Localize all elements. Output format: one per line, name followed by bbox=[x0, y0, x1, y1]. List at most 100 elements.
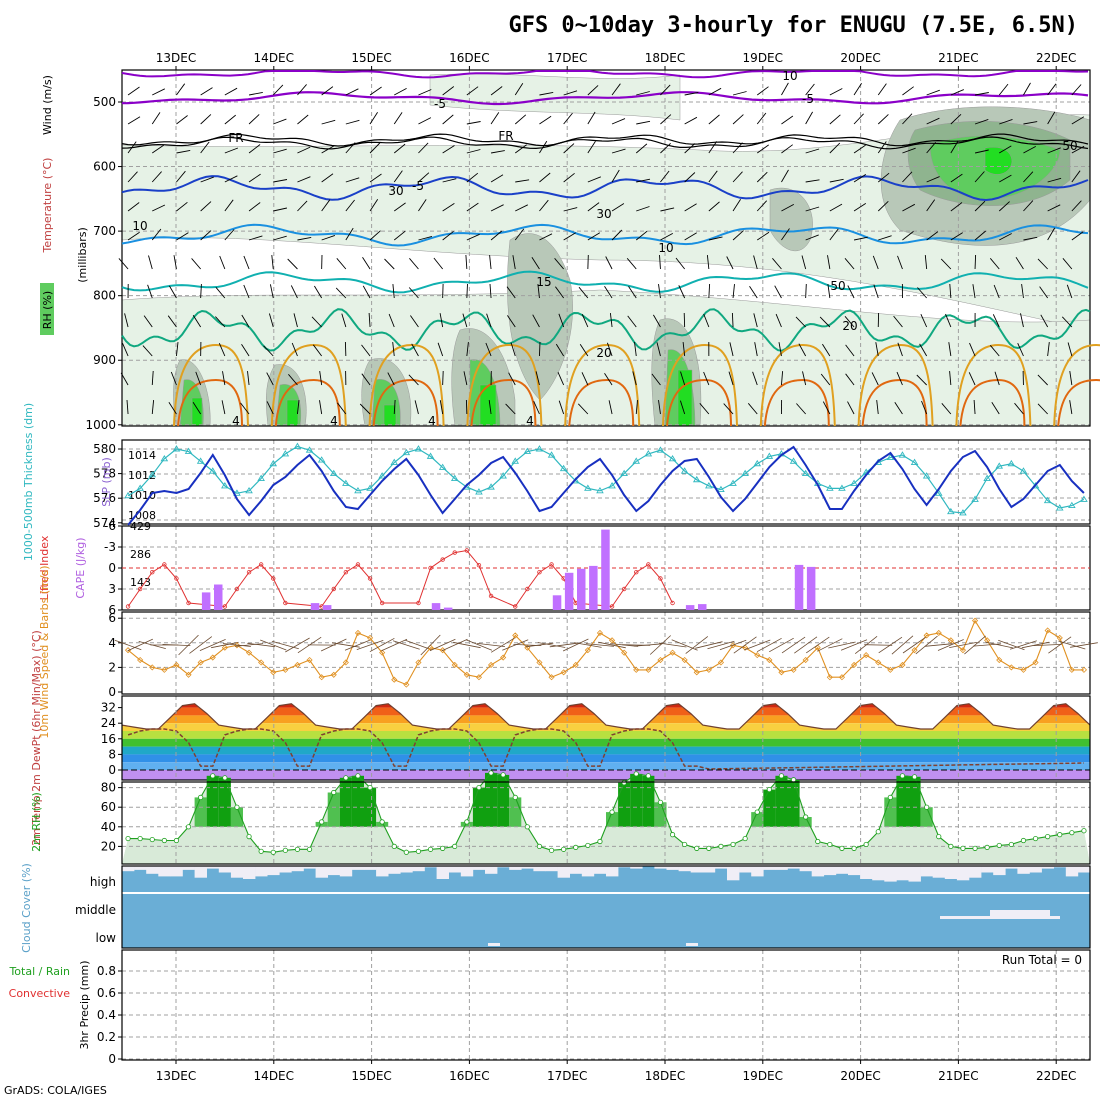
barb-22-8 bbox=[388, 313, 395, 328]
thickness-point-6 bbox=[196, 457, 205, 464]
wind-point-22 bbox=[391, 676, 398, 683]
thickness-point-16 bbox=[317, 456, 326, 463]
barb-72-5 bbox=[999, 233, 1012, 241]
thickness-frame bbox=[121, 439, 1091, 525]
barb-78-8 bbox=[1061, 316, 1073, 328]
barb-36-11 bbox=[558, 400, 565, 415]
thickness-point-21 bbox=[378, 472, 386, 479]
barb-36-3 bbox=[563, 172, 575, 183]
wind-speed-label-6: 6 bbox=[108, 611, 116, 625]
precip-frame bbox=[121, 949, 1091, 1061]
barb-6-3 bbox=[200, 176, 214, 183]
barb-46-3 bbox=[684, 172, 696, 183]
thickness-point-0 bbox=[124, 491, 132, 499]
thickness-point-12 bbox=[269, 459, 278, 467]
barb-22-2 bbox=[393, 143, 406, 154]
rh-point-69 bbox=[960, 845, 966, 851]
rh-fill-53 bbox=[763, 789, 776, 827]
barb-38-5 bbox=[587, 232, 601, 241]
contour-label-2: FR bbox=[228, 131, 243, 145]
barb-38-1 bbox=[587, 111, 596, 125]
barb-68-9 bbox=[948, 342, 952, 357]
wind-barb-54 bbox=[769, 637, 794, 653]
contour-20 bbox=[121, 308, 1091, 352]
rh-point-51 bbox=[742, 835, 748, 842]
barb-36-10 bbox=[557, 372, 565, 386]
cloud-high-gap-71 bbox=[981, 866, 994, 873]
barb-58-0 bbox=[829, 88, 843, 96]
pressure-axis: 500 600 700 800 900 1000 bbox=[85, 95, 122, 432]
cloud-high-gap-57 bbox=[811, 866, 825, 877]
cloud-high-gap-1 bbox=[134, 866, 147, 870]
ylabel-cloud: Cloud Cover (%) bbox=[20, 863, 33, 953]
barb-8-1 bbox=[224, 114, 236, 125]
cape-bar-10 bbox=[601, 529, 610, 610]
barb-2-3 bbox=[151, 171, 162, 183]
barb-34-1 bbox=[539, 115, 552, 125]
barb-32-4 bbox=[515, 204, 528, 212]
barb-26-8 bbox=[439, 313, 444, 328]
cloud-level-high: high bbox=[90, 875, 116, 889]
barb-78-11 bbox=[1069, 400, 1073, 415]
wind-point-74 bbox=[1020, 666, 1027, 673]
rh-fill-43 bbox=[642, 775, 655, 827]
temp-band-1 bbox=[122, 707, 1090, 716]
barb-78-2 bbox=[1071, 145, 1085, 154]
contour-30-day-5 bbox=[666, 378, 732, 427]
barb-78-4 bbox=[1071, 200, 1082, 212]
upper-air-frame bbox=[121, 69, 1091, 427]
rh-point-8 bbox=[222, 775, 228, 781]
dewpoint-line bbox=[127, 728, 1084, 770]
rh-point-49 bbox=[718, 843, 724, 850]
pressure-label-700: 700 bbox=[93, 224, 116, 238]
barb-52-3 bbox=[756, 171, 768, 183]
date-bottom-21DEC: 21DEC bbox=[938, 1069, 978, 1083]
cloud-level-middle: middle bbox=[75, 903, 116, 917]
wind-barb-25 bbox=[420, 634, 441, 656]
barb-70-2 bbox=[974, 149, 989, 154]
li-point-19 bbox=[428, 565, 433, 571]
cloud-high-gap-56 bbox=[799, 866, 812, 872]
barb-32-11 bbox=[505, 403, 516, 415]
barb-24-10 bbox=[408, 374, 419, 386]
barb-20-4 bbox=[369, 199, 379, 212]
barb-24-6 bbox=[409, 258, 419, 270]
thickness-point-30 bbox=[487, 483, 495, 490]
wind-barb-8 bbox=[211, 641, 239, 649]
cloud-high-gap-12 bbox=[267, 866, 280, 876]
thickness-point-5 bbox=[184, 447, 193, 454]
wind-point-68 bbox=[947, 637, 954, 644]
thickness-point-19 bbox=[354, 486, 362, 494]
barb-46-4 bbox=[684, 203, 697, 212]
barb-74-5 bbox=[1023, 236, 1038, 241]
wind-barb-10 bbox=[235, 643, 264, 647]
barb-76-9 bbox=[1047, 342, 1050, 357]
rh-fill-44 bbox=[654, 802, 667, 827]
rh-point-78 bbox=[1069, 830, 1075, 836]
cape-bar-2 bbox=[310, 603, 320, 610]
contour-label-8: 20 bbox=[596, 346, 611, 360]
barb-38-2 bbox=[587, 141, 596, 154]
cape-bar-13 bbox=[794, 564, 804, 610]
rh-point-7 bbox=[210, 773, 216, 779]
barb-36-9 bbox=[555, 343, 565, 357]
barb-64-1 bbox=[902, 113, 913, 125]
wind-point-57 bbox=[814, 644, 821, 651]
barb-14-4 bbox=[297, 200, 308, 212]
barb-50-9 bbox=[729, 342, 734, 357]
barb-30-4 bbox=[490, 204, 504, 212]
contour-25-day-8 bbox=[955, 343, 1032, 427]
barb-2-8 bbox=[143, 315, 153, 328]
barb-44-2 bbox=[660, 142, 671, 154]
barb-18-2 bbox=[345, 142, 356, 154]
rh-legend-swatch bbox=[40, 283, 54, 335]
barb-48-8 bbox=[703, 313, 710, 328]
barb-56-4 bbox=[805, 206, 820, 212]
wind-point-21 bbox=[379, 649, 386, 656]
rh-point-37 bbox=[573, 844, 579, 850]
barb-12-1 bbox=[273, 118, 287, 125]
barb-62-0 bbox=[877, 83, 887, 96]
contour-label-15: 4 bbox=[232, 414, 240, 428]
barb-36-4 bbox=[563, 207, 578, 212]
